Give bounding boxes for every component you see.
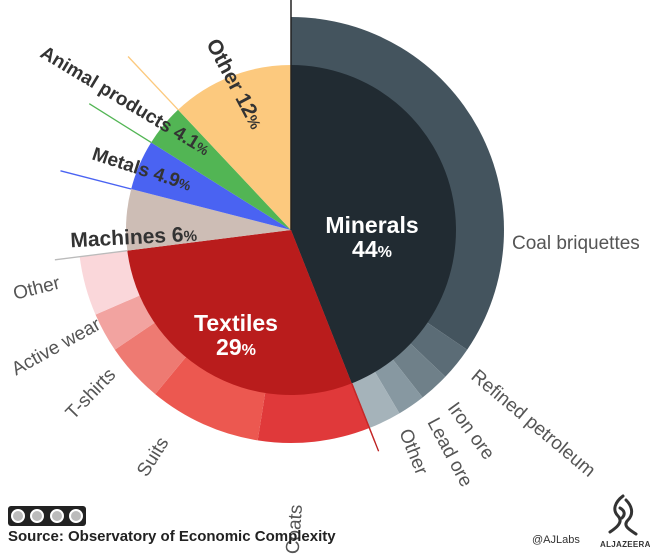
leader-line-minerals — [351, 383, 376, 443]
sublabel-minerals-refined-petroleum: Refined petroleum — [467, 366, 599, 482]
nc-icon — [49, 509, 64, 523]
by-icon — [30, 509, 45, 523]
sublabel-textiles-coats: Coats — [283, 504, 307, 555]
sublabel-minerals-other: Other — [394, 426, 432, 479]
label-unit: % — [183, 228, 198, 246]
slice-other — [178, 65, 291, 230]
sublabel-minerals-coal-briquettes: Coal briquettes — [512, 233, 640, 254]
label-minerals: Minerals 44% — [325, 212, 418, 262]
label-unit: % — [378, 243, 392, 261]
calligraphy-icon — [608, 494, 638, 536]
sublabel-textiles-suits: Suits — [133, 434, 173, 481]
brand-wordmark: ALJAZEERA — [600, 540, 650, 549]
slice-textiles — [127, 230, 352, 395]
leader-line-metals — [60, 170, 132, 190]
leader-line-machines — [54, 250, 128, 261]
label-name: Textiles — [194, 310, 278, 336]
slice-machines — [125, 188, 291, 251]
creative-commons-badge — [8, 506, 86, 526]
source-note: Source: Observatory of Economic Complexi… — [8, 528, 336, 545]
slice-minerals — [291, 65, 456, 384]
leader-line-animal-products — [88, 103, 152, 144]
label-machines: Machines 6% — [70, 223, 198, 253]
label-unit: % — [242, 341, 256, 359]
label-value: 29 — [216, 334, 242, 360]
credit-label: @AJLabs — [532, 534, 580, 546]
label-name: Minerals — [325, 212, 418, 238]
label-textiles: Textiles 29% — [194, 310, 278, 360]
label-unit: % — [176, 176, 192, 194]
label-value: 44 — [352, 236, 378, 262]
leader-line-other — [127, 56, 179, 111]
sublabel-textiles-active-wear: Active wear — [8, 314, 105, 380]
sublabel-textiles-other: Other — [11, 273, 63, 305]
slice-metals — [131, 142, 291, 230]
slice-animal-products — [151, 109, 291, 230]
sa-icon — [69, 509, 84, 523]
label-animal-products: Animal products 4.1% — [36, 42, 213, 160]
sublabel-textiles-t-shirts: T-shirts — [62, 364, 120, 423]
cc-icon — [10, 509, 25, 523]
aljazeera-logo: ALJAZEERA — [600, 492, 650, 552]
